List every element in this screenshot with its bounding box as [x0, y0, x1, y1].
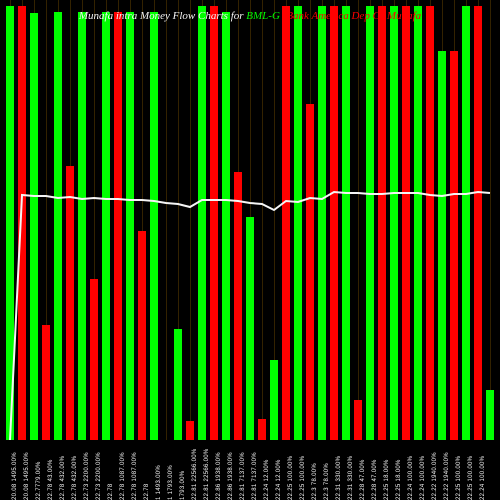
bar: [258, 419, 266, 440]
chart-plot-area: [6, 0, 494, 440]
bar: [438, 51, 446, 440]
x-axis-label: 22.24 100.00%: [420, 456, 426, 500]
bar: [78, 12, 86, 440]
bar: [30, 13, 38, 440]
x-axis-label: 22.78: [108, 483, 114, 500]
bar: [294, 6, 302, 440]
bar: [150, 12, 158, 440]
x-axis-label: 1 1793.00%: [168, 465, 174, 500]
gridline: [358, 0, 359, 440]
x-axis-label: 22.78 1087.00%: [132, 452, 138, 500]
bar: [54, 12, 62, 440]
title-prefix: Munafa intra Money Flow Charts for: [79, 10, 244, 22]
bar: [390, 6, 398, 440]
x-axis-label: 22.78 432.00%: [72, 456, 78, 500]
x-axis-label: 20.08 1495.00%: [12, 452, 18, 500]
bar: [138, 231, 146, 440]
x-axis-label: 20.08 1495.00%: [24, 452, 30, 500]
title-suffix: (Bank America Dep G) Munafa: [283, 10, 421, 22]
bar: [450, 51, 458, 440]
x-axis-label: 22.24 100.00%: [408, 456, 414, 500]
bar: [486, 390, 494, 440]
x-axis-label: 22.86 1938.00%: [216, 452, 222, 500]
bar: [414, 6, 422, 440]
x-axis-labels: 20.08 1495.00% 20.08 1495.00% 22.7779.00% 2…: [6, 442, 494, 500]
gridline: [166, 0, 167, 440]
bar: [366, 6, 374, 440]
bar: [126, 12, 134, 440]
bar: [318, 6, 326, 440]
bar: [222, 12, 230, 440]
x-axis-label: 22.81 22566.00%: [192, 448, 198, 500]
gridline: [490, 0, 491, 440]
bar: [474, 6, 482, 440]
chart-title: Munafa intra Money Flow Charts for BML-G…: [0, 10, 500, 22]
x-axis-label: 22.25 100.00%: [288, 456, 294, 500]
x-axis-label: 22.73 2200.00%: [84, 452, 90, 500]
x-axis-label: 1793.00%: [180, 471, 186, 500]
bar: [174, 329, 182, 440]
bar: [402, 6, 410, 440]
bar: [186, 421, 194, 440]
x-axis-label: 1 1493.00%: [156, 465, 162, 500]
x-axis-label: 22.31 330.00%: [336, 456, 342, 500]
bar: [270, 360, 278, 440]
x-axis-label: 22.25 100.00%: [456, 456, 462, 500]
x-axis-label: 22.78 43.00%: [48, 459, 54, 500]
x-axis-label: 22.86 1938.00%: [228, 452, 234, 500]
x-axis-label: 22.81 22566.00%: [204, 448, 210, 500]
x-axis-label: 22.22 1940.00%: [444, 452, 450, 500]
x-axis-label: 22.25 100.00%: [468, 456, 474, 500]
bar: [198, 6, 206, 440]
x-axis-label: 22.3 78.00%: [324, 463, 330, 500]
bar: [210, 6, 218, 440]
x-axis-label: 22.81 7137.00%: [240, 452, 246, 500]
bar: [342, 6, 350, 440]
bar: [462, 6, 470, 440]
x-axis-label: 22.3 78.00%: [312, 463, 318, 500]
x-axis-label: 22.25 100.00%: [300, 456, 306, 500]
x-axis-label: 22.24 100.00%: [480, 456, 486, 500]
bar: [42, 325, 50, 440]
bar: [90, 279, 98, 440]
bar: [378, 6, 386, 440]
bar: [234, 172, 242, 440]
x-axis-label: 22.25 18.00%: [384, 459, 390, 500]
x-axis-label: 22.78 432.00%: [60, 456, 66, 500]
bar: [330, 6, 338, 440]
bar: [426, 6, 434, 440]
x-axis-label: 22.31 330.00%: [348, 456, 354, 500]
x-axis-label: 22.24 12.00%: [276, 459, 282, 500]
bar: [354, 400, 362, 440]
bar: [306, 104, 314, 440]
title-ticker: BML-G: [246, 10, 280, 22]
bar: [282, 6, 290, 440]
x-axis-label: 22.25 18.00%: [396, 459, 402, 500]
gridline: [190, 0, 191, 440]
x-axis-label: 22.78 1087.00%: [120, 452, 126, 500]
bar: [114, 12, 122, 440]
bar: [66, 166, 74, 440]
bar: [246, 217, 254, 440]
x-axis-label: 22.81 7137.00%: [252, 452, 258, 500]
gridline: [262, 0, 263, 440]
x-axis-label: 22.24 12.00%: [264, 459, 270, 500]
bar: [102, 12, 110, 440]
x-axis-label: 22.7779.00%: [36, 461, 42, 500]
x-axis-label: 22.78: [144, 483, 150, 500]
x-axis-label: 22.28 47.00%: [372, 459, 378, 500]
x-axis-label: 22.73 2200.00%: [96, 452, 102, 500]
x-axis-label: 22.28 47.00%: [360, 459, 366, 500]
x-axis-label: 22.22 1940.00%: [432, 452, 438, 500]
bar: [18, 6, 26, 440]
bar: [6, 6, 14, 440]
